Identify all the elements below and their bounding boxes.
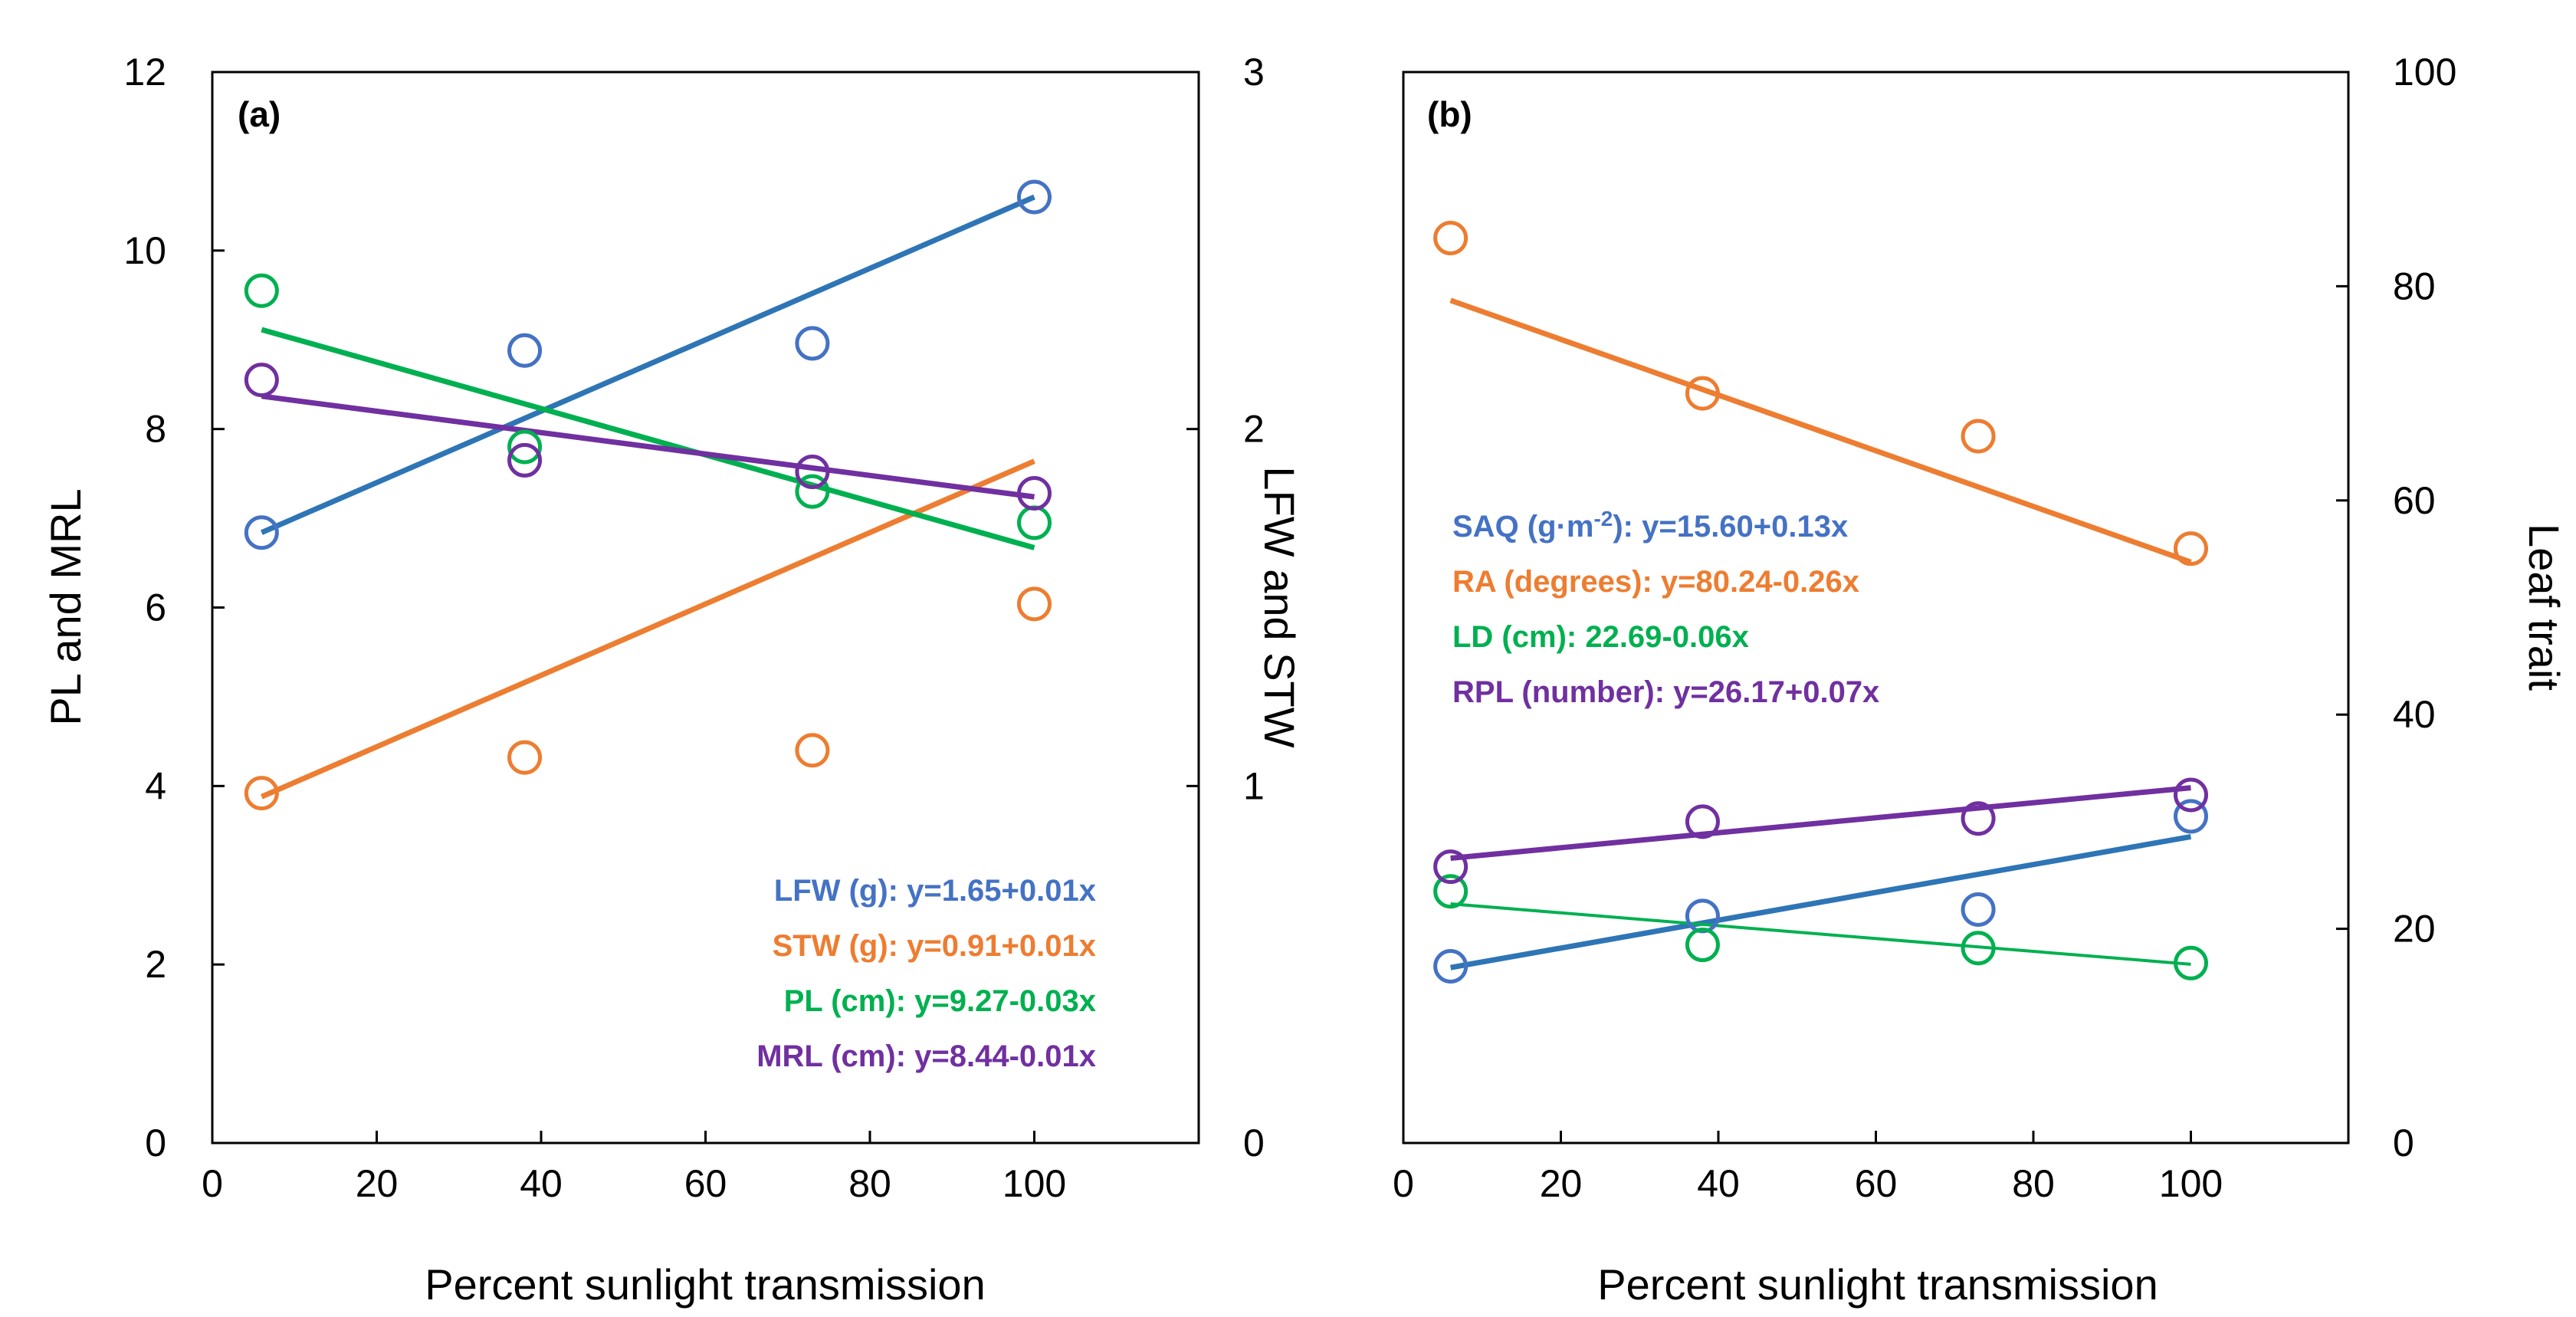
panel-a-point-mrl [795,455,830,490]
panel-a-point-mrl [507,442,543,478]
panel-a-point-stw [795,733,830,768]
panel-a-x-tick-label: 0 [202,1162,223,1205]
panel-b-x-axis-title: Percent sunlight transmission [1597,1260,2158,1309]
panel-b-fit-lines [1449,297,2192,971]
panel-b-label: (b) [1427,94,1472,134]
panel-a-equation-stw: STW (g): y=0.91+0.01x [773,929,1096,963]
panel-b-equation-ra: RA (degrees): y=80.24-0.26x [1452,565,1859,599]
panel-a-ticks [211,71,1199,1145]
panel-a-point-pl [795,474,830,509]
panel-a-left-y-tick-label: 12 [123,51,166,94]
panel-a-point-mrl [244,363,279,398]
panel-b-right-y-tick-label: 100 [2393,51,2456,94]
panel-a-right-y-axis-title: LFW and STW [1255,466,1304,747]
panel-b-plot-frame [1402,71,2350,1145]
panel-a-fit-line-mrl [261,393,1035,500]
panel-b-right-y-tick-label: 40 [2393,693,2436,736]
panel-a-left-y-tick-label: 0 [145,1122,166,1164]
panel-a-x-tick-label: 40 [520,1162,563,1205]
panel-a-point-pl [244,273,279,308]
panel-b-point-ra [1685,376,1720,411]
panel-b-x-tick-label: 0 [1393,1162,1414,1205]
panel-a-fit-lines [260,194,1035,800]
panel-a-label: (a) [238,94,281,134]
panel-b-equation-saq-suffix: ): y=15.60+0.13x [1613,510,1848,544]
panel-a-point-lfw [795,326,830,361]
panel-b-point-ra [2174,531,2208,567]
panel-a-point-stw [507,740,543,775]
panel-a-right-y-tick-label: 1 [1243,764,1265,807]
panel-b-right-y-tick-label: 60 [2393,479,2436,522]
panel-b-x-tick-label: 100 [2159,1162,2223,1205]
panel-b-point-rpl [2174,777,2208,813]
panel-b-point-saq [2174,799,2208,834]
panel-b-x-tick-label: 60 [1855,1162,1898,1205]
panel-b-equation-rpl: RPL (number): y=26.17+0.07x [1452,675,1879,709]
panel-a-fit-line-lfw [260,194,1035,535]
panel-a-point-pl [507,429,543,465]
panel-a-right-y-tick-label: 2 [1243,408,1265,451]
panel-b-fit-line-ra [1449,297,2192,565]
panel-a-left-y-tick-label: 10 [123,229,166,272]
panel-a-right-y-tick-label: 0 [1243,1122,1265,1164]
panel-b-equation-saq: SAQ (g·m-2): y=15.60+0.13x [1452,507,1848,544]
panel-a-left-y-tick-label: 6 [145,586,166,629]
panel-a-data-points [244,179,1052,811]
panel-a-left-y-tick-label: 4 [145,764,166,807]
panel-a-x-tick-label: 60 [684,1162,727,1205]
panel-a-fit-line-stw [260,458,1035,800]
panel-b-point-ld [1685,928,1720,963]
panel-b-right-y-tick-label: 0 [2393,1122,2414,1164]
panel-b-point-saq [1433,948,1468,984]
panel-b-point-saq [1961,892,1996,927]
panel-b-point-saq [1685,898,1720,934]
panel-a-x-tick-label: 100 [1003,1162,1066,1205]
panel-b-point-ra [1961,419,1996,454]
panel-b-right-y-axis-title: Leaf trait [2520,524,2568,691]
panel-b-x-tick-label: 80 [2012,1162,2055,1205]
panel-b-ticks [1402,71,2348,1145]
panel-a-x-axis-title: Percent sunlight transmission [425,1260,985,1309]
panel-b-point-ld [1433,874,1468,909]
panel-b-fit-line-ld [1450,902,2191,966]
panel-a-equation-mrl: MRL (cm): y=8.44-0.01x [756,1039,1096,1073]
panel-b-x-tick-label: 20 [1540,1162,1583,1205]
panel-b-equation-ld: LD (cm): 22.69-0.06x [1452,620,1749,654]
panel-a-point-mrl [1017,475,1052,511]
panel-a-point-stw [1017,586,1052,622]
panel-a-point-stw [244,776,279,811]
panel-b-tick-labels: 0 20 40 60 80 100 0 20 40 60 80 100 [1393,51,2456,1205]
panel-b-right-y-tick-label: 80 [2393,264,2436,307]
panel-b-right-y-tick-label: 20 [2393,908,2436,951]
panel-a-fit-line-pl [261,327,1035,550]
panel-a-left-y-tick-label: 8 [145,408,166,451]
panel-a-point-lfw [507,333,543,368]
panel-b: 0 20 40 60 80 100 0 20 40 60 80 100 (b) Percent sun… [1393,51,2568,1309]
panel-b-x-tick-label: 40 [1697,1162,1740,1205]
panel-b-fit-line-rpl [1450,785,2191,862]
panel-b-equation-saq-prefix: SAQ (g·m [1452,510,1593,544]
panel-b-point-rpl [1685,804,1720,839]
panel-a-left-y-tick-label: 2 [145,943,166,986]
panel-a-equation-pl: PL (cm): y=9.27-0.03x [784,984,1096,1018]
panel-a-right-y-tick-label: 3 [1243,51,1265,94]
panel-a-x-tick-label: 80 [848,1162,891,1205]
panel-a-x-tick-label: 20 [356,1162,399,1205]
panel-b-equation-saq-superscript: -2 [1593,507,1613,530]
panel-a-equation-lfw: LFW (g): y=1.65+0.01x [774,874,1096,908]
panel-b-point-rpl [1433,849,1468,885]
panel-b-point-ra [1433,221,1468,256]
panel-a-point-lfw [1017,179,1052,215]
panel-b-data-points [1433,221,2208,984]
panel-b-point-ld [1961,931,1996,966]
panel-a-left-y-axis-title: PL and MRL [41,488,90,725]
panel-a-point-lfw [244,515,279,550]
panel-b-point-rpl [1961,801,1996,836]
panel-a-point-pl [1017,505,1052,540]
panel-b-fit-line-saq [1450,834,2192,971]
panel-b-point-ld [2174,945,2208,980]
